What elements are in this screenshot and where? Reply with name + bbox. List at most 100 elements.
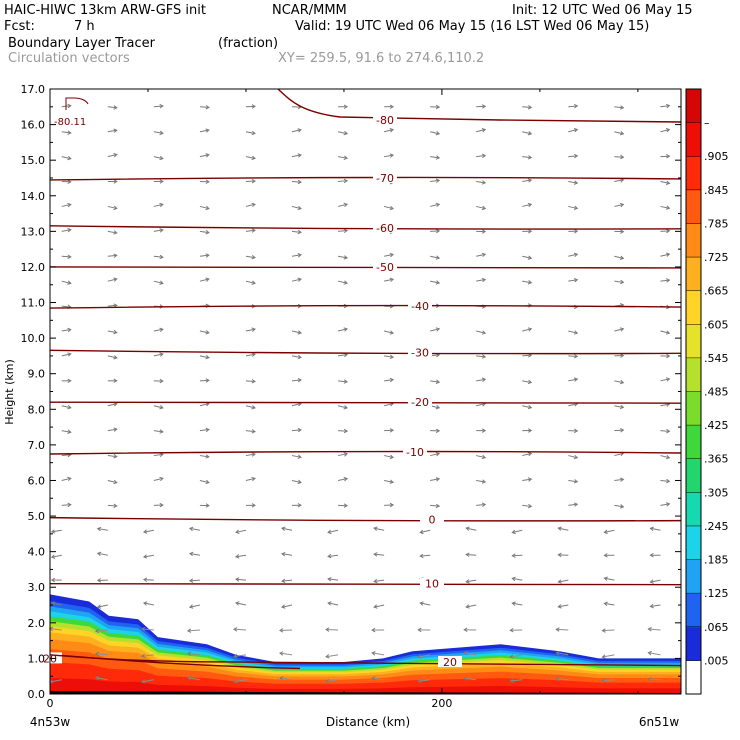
circulation-vector <box>140 626 154 632</box>
circulation-vector <box>384 502 395 508</box>
circulation-vector <box>430 452 441 457</box>
y-tick-label: 17.0 <box>21 83 46 96</box>
circulation-vector <box>107 128 118 133</box>
circulation-vector <box>291 253 302 258</box>
circulation-vector <box>140 679 154 684</box>
circulation-vector <box>647 627 661 632</box>
circulation-vector <box>555 650 569 656</box>
circulation-vector <box>476 153 487 159</box>
circulation-vector <box>614 105 625 110</box>
circulation-vector <box>61 227 72 233</box>
circulation-vector <box>281 551 293 557</box>
isotherm-line <box>49 304 682 309</box>
circulation-vector <box>430 202 441 208</box>
colorbar: .005 .065 .125 .185 .245 .305 .365 .425 .485 .545… <box>685 88 729 695</box>
circulation-vector <box>199 277 210 282</box>
circulation-vector <box>245 228 256 233</box>
circulation-vector <box>338 503 349 508</box>
y-tick-label: 3.0 <box>28 581 46 594</box>
circulation-vector <box>614 477 625 482</box>
isotherm-label: -30 <box>411 346 429 359</box>
circulation-vector <box>199 128 210 133</box>
circulation-vector <box>568 103 579 109</box>
circulation-vector <box>235 577 247 582</box>
circulation-vector <box>279 651 293 656</box>
isotherm-line <box>49 516 682 522</box>
circulation-vector <box>291 378 302 383</box>
circulation-vector <box>61 502 72 508</box>
valid-time: Valid: 19 UTC Wed 06 May 15 (16 LST Wed … <box>295 19 650 34</box>
circulation-vector <box>614 229 625 234</box>
circulation-vector <box>430 228 441 234</box>
circulation-vector <box>245 379 256 384</box>
circulation-vector <box>522 327 533 332</box>
circulation-vector <box>511 576 523 582</box>
circulation-vector <box>153 502 164 508</box>
isotherm-label: -10 <box>406 446 424 459</box>
colorbar-swatch <box>686 156 701 191</box>
y-tick-label: 8.0 <box>28 403 46 416</box>
xy-range: XY= 259.5, 91.6 to 274.6,110.2 <box>278 51 485 66</box>
circulation-vector <box>463 651 477 656</box>
circulation-vector <box>291 427 302 433</box>
circulation-vector <box>61 429 72 434</box>
circulation-vector <box>142 577 154 583</box>
circulation-vector <box>430 477 441 482</box>
circulation-vector <box>603 576 615 581</box>
circulation-vector <box>153 254 164 260</box>
circulation-vector <box>463 627 477 633</box>
circulation-vector <box>199 330 210 335</box>
circulation-vector <box>568 128 579 133</box>
circulation-vector <box>371 627 385 633</box>
circulation-vector <box>338 428 349 434</box>
circulation-vector <box>107 253 118 258</box>
circulation-vector <box>568 354 579 359</box>
y-tick-label: 1.0 <box>28 652 46 665</box>
circulation-vector <box>383 205 395 211</box>
circulation-vector <box>614 404 625 410</box>
circulation-vector <box>660 428 671 434</box>
circulation-vector <box>233 627 246 632</box>
colorbar-label: .065 <box>704 621 729 634</box>
fcst-label: Fcst: <box>4 19 35 34</box>
colorbar-label: .785 <box>704 217 729 230</box>
circulation-vector <box>660 502 671 507</box>
y-tick-label: 10.0 <box>21 332 46 345</box>
circulation-vector <box>325 654 339 659</box>
circulation-vector <box>371 651 385 656</box>
circulation-vector <box>279 676 293 681</box>
colorbar-swatch <box>686 593 701 628</box>
y-tick-label: 5.0 <box>28 510 46 523</box>
x-right-location: 6n51w <box>639 715 680 729</box>
circulation-vector <box>555 627 569 632</box>
circulation-vector <box>614 178 625 183</box>
circulation-vector <box>50 577 62 583</box>
isotherm-label: 10 <box>425 578 439 591</box>
circulation-vector <box>233 679 247 684</box>
circulation-vector <box>245 352 256 357</box>
circulation-vector <box>337 452 349 457</box>
circulation-vector <box>245 202 256 208</box>
circulation-vector <box>325 627 339 632</box>
circulation-vector <box>94 651 108 657</box>
circulation-vector <box>61 404 72 410</box>
isotherm-label: -80.11 <box>54 117 86 128</box>
circulation-vector <box>476 428 487 433</box>
circulation-vector <box>235 601 247 606</box>
isotherm-line <box>49 349 682 355</box>
circulation-vector <box>522 202 533 208</box>
y-tick-label: 14.0 <box>21 190 46 203</box>
circulation-vector <box>419 529 431 535</box>
circulation-vector <box>281 578 293 584</box>
circulation-vector <box>107 427 118 432</box>
circulation-vector <box>568 205 579 210</box>
circulation-vector <box>153 327 164 332</box>
circulation-vector <box>142 601 154 606</box>
circulation-vector <box>107 205 118 211</box>
colorbar-label: – <box>704 117 710 130</box>
circulation-vector <box>522 255 533 260</box>
isotherm-line <box>49 450 682 455</box>
circulation-vector <box>522 178 533 183</box>
circulation-vector <box>199 454 210 459</box>
